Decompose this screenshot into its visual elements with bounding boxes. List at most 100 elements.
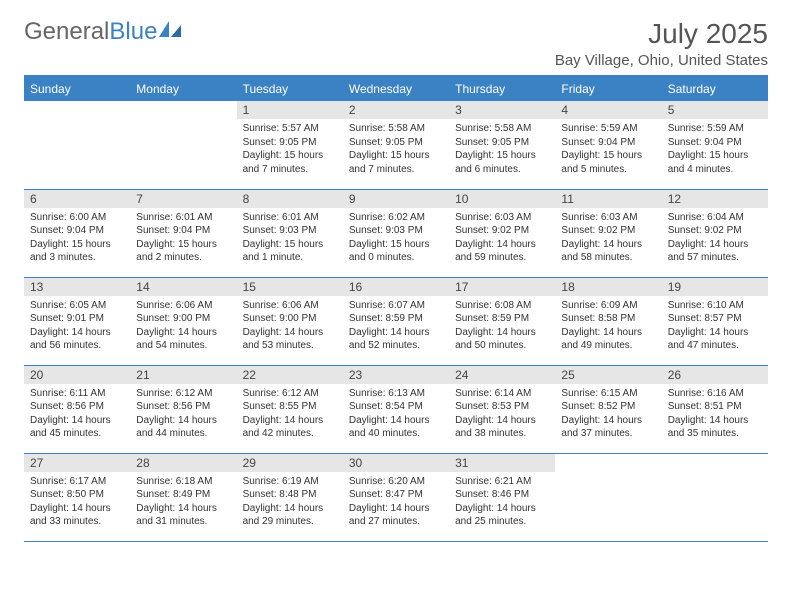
day-content: Sunrise: 6:11 AMSunset: 8:56 PMDaylight:… xyxy=(24,384,130,445)
day-content: Sunrise: 6:05 AMSunset: 9:01 PMDaylight:… xyxy=(24,296,130,357)
day-number: 15 xyxy=(237,278,343,296)
daylight-text: Daylight: 15 hours and 4 minutes. xyxy=(668,149,762,176)
weekday-header: Wednesday xyxy=(343,76,449,101)
weekday-header: Tuesday xyxy=(237,76,343,101)
day-number: 8 xyxy=(237,190,343,208)
calendar-day-cell: 5Sunrise: 5:59 AMSunset: 9:04 PMDaylight… xyxy=(662,101,768,189)
day-content: Sunrise: 6:12 AMSunset: 8:56 PMDaylight:… xyxy=(130,384,236,445)
weekday-header: Saturday xyxy=(662,76,768,101)
daylight-text: Daylight: 14 hours and 37 minutes. xyxy=(561,414,655,441)
calendar-day-cell: 22Sunrise: 6:12 AMSunset: 8:55 PMDayligh… xyxy=(237,365,343,453)
sunset-text: Sunset: 8:58 PM xyxy=(561,312,655,326)
sunrise-text: Sunrise: 6:13 AM xyxy=(349,387,443,401)
sunrise-text: Sunrise: 6:12 AM xyxy=(136,387,230,401)
calendar-week-row: ....1Sunrise: 5:57 AMSunset: 9:05 PMDayl… xyxy=(24,101,768,189)
sunset-text: Sunset: 8:57 PM xyxy=(668,312,762,326)
weekday-header: Monday xyxy=(130,76,236,101)
weekday-header: Friday xyxy=(555,76,661,101)
day-content: Sunrise: 6:01 AMSunset: 9:03 PMDaylight:… xyxy=(237,208,343,269)
sunset-text: Sunset: 8:59 PM xyxy=(455,312,549,326)
daylight-text: Daylight: 14 hours and 42 minutes. xyxy=(243,414,337,441)
daylight-text: Daylight: 14 hours and 50 minutes. xyxy=(455,326,549,353)
day-content: Sunrise: 6:07 AMSunset: 8:59 PMDaylight:… xyxy=(343,296,449,357)
daylight-text: Daylight: 14 hours and 52 minutes. xyxy=(349,326,443,353)
calendar-table: Sunday Monday Tuesday Wednesday Thursday… xyxy=(24,75,768,542)
day-number: 1 xyxy=(237,101,343,119)
day-number: 26 xyxy=(662,366,768,384)
calendar-day-cell: 31Sunrise: 6:21 AMSunset: 8:46 PMDayligh… xyxy=(449,453,555,541)
calendar-day-cell: .. xyxy=(130,101,236,189)
calendar-day-cell: 23Sunrise: 6:13 AMSunset: 8:54 PMDayligh… xyxy=(343,365,449,453)
sunrise-text: Sunrise: 6:02 AM xyxy=(349,211,443,225)
day-number: 18 xyxy=(555,278,661,296)
day-content: Sunrise: 5:57 AMSunset: 9:05 PMDaylight:… xyxy=(237,119,343,180)
day-number: 21 xyxy=(130,366,236,384)
sunset-text: Sunset: 9:05 PM xyxy=(349,136,443,150)
day-content: Sunrise: 6:12 AMSunset: 8:55 PMDaylight:… xyxy=(237,384,343,445)
location: Bay Village, Ohio, United States xyxy=(555,52,768,69)
day-content: Sunrise: 6:03 AMSunset: 9:02 PMDaylight:… xyxy=(555,208,661,269)
sunrise-text: Sunrise: 6:17 AM xyxy=(30,475,124,489)
weekday-header: Thursday xyxy=(449,76,555,101)
calendar-day-cell: 25Sunrise: 6:15 AMSunset: 8:52 PMDayligh… xyxy=(555,365,661,453)
sunset-text: Sunset: 9:05 PM xyxy=(243,136,337,150)
daylight-text: Daylight: 14 hours and 29 minutes. xyxy=(243,502,337,529)
logo-sail-icon xyxy=(159,21,181,37)
day-number: 31 xyxy=(449,454,555,472)
day-number: 12 xyxy=(662,190,768,208)
sunrise-text: Sunrise: 6:18 AM xyxy=(136,475,230,489)
day-content: Sunrise: 5:59 AMSunset: 9:04 PMDaylight:… xyxy=(662,119,768,180)
sunset-text: Sunset: 8:56 PM xyxy=(30,400,124,414)
calendar-day-cell: 15 Sunrise: 6:06 AMSunset: 9:00 PMDayligh… xyxy=(237,277,343,365)
calendar-week-row: 6Sunrise: 6:00 AMSunset: 9:04 PMDaylight… xyxy=(24,189,768,277)
sunset-text: Sunset: 8:46 PM xyxy=(455,488,549,502)
day-number: 16 xyxy=(343,278,449,296)
sunrise-text: Sunrise: 6:01 AM xyxy=(243,211,337,225)
sunset-text: Sunset: 9:04 PM xyxy=(136,224,230,238)
calendar-day-cell: 7Sunrise: 6:01 AMSunset: 9:04 PMDaylight… xyxy=(130,189,236,277)
calendar-day-cell: 17Sunrise: 6:08 AMSunset: 8:59 PMDayligh… xyxy=(449,277,555,365)
sunrise-text: Sunrise: 5:57 AM xyxy=(243,122,337,136)
sunset-text: Sunset: 9:03 PM xyxy=(243,224,337,238)
day-number: 27 xyxy=(24,454,130,472)
sunrise-text: Sunrise: 6:06 AM xyxy=(243,299,337,313)
day-content: Sunrise: 6:17 AMSunset: 8:50 PMDaylight:… xyxy=(24,472,130,533)
daylight-text: Daylight: 15 hours and 7 minutes. xyxy=(349,149,443,176)
day-content: Sunrise: 6:18 AMSunset: 8:49 PMDaylight:… xyxy=(130,472,236,533)
day-content: Sunrise: 6:20 AMSunset: 8:47 PMDaylight:… xyxy=(343,472,449,533)
daylight-text: Daylight: 14 hours and 25 minutes. xyxy=(455,502,549,529)
daylight-text: Daylight: 14 hours and 54 minutes. xyxy=(136,326,230,353)
sunrise-text: Sunrise: 6:06 AM xyxy=(136,299,230,313)
calendar-day-cell: 16Sunrise: 6:07 AMSunset: 8:59 PMDayligh… xyxy=(343,277,449,365)
sunrise-text: Sunrise: 6:00 AM xyxy=(30,211,124,225)
day-number: 17 xyxy=(449,278,555,296)
daylight-text: Daylight: 14 hours and 59 minutes. xyxy=(455,238,549,265)
day-number: 23 xyxy=(343,366,449,384)
day-content: Sunrise: 6:01 AMSunset: 9:04 PMDaylight:… xyxy=(130,208,236,269)
day-content: Sunrise: 6:09 AMSunset: 8:58 PMDaylight:… xyxy=(555,296,661,357)
calendar-week-row: 27Sunrise: 6:17 AMSunset: 8:50 PMDayligh… xyxy=(24,453,768,541)
weekday-header: Sunday xyxy=(24,76,130,101)
day-number: 28 xyxy=(130,454,236,472)
day-number: 9 xyxy=(343,190,449,208)
sunrise-text: Sunrise: 6:01 AM xyxy=(136,211,230,225)
calendar-day-cell: 19Sunrise: 6:10 AMSunset: 8:57 PMDayligh… xyxy=(662,277,768,365)
daylight-text: Daylight: 14 hours and 53 minutes. xyxy=(243,326,337,353)
day-number: 20 xyxy=(24,366,130,384)
sunset-text: Sunset: 9:02 PM xyxy=(455,224,549,238)
sunrise-text: Sunrise: 5:58 AM xyxy=(349,122,443,136)
sunset-text: Sunset: 9:00 PM xyxy=(243,312,337,326)
sunset-text: Sunset: 9:02 PM xyxy=(668,224,762,238)
sunset-text: Sunset: 9:03 PM xyxy=(349,224,443,238)
sunrise-text: Sunrise: 6:05 AM xyxy=(30,299,124,313)
day-number: 24 xyxy=(449,366,555,384)
calendar-day-cell: 8Sunrise: 6:01 AMSunset: 9:03 PMDaylight… xyxy=(237,189,343,277)
sunrise-text: Sunrise: 6:12 AM xyxy=(243,387,337,401)
day-content: Sunrise: 6:10 AMSunset: 8:57 PMDaylight:… xyxy=(662,296,768,357)
day-number: 14 xyxy=(130,278,236,296)
sunrise-text: Sunrise: 5:59 AM xyxy=(561,122,655,136)
sunset-text: Sunset: 8:50 PM xyxy=(30,488,124,502)
calendar-day-cell: 9Sunrise: 6:02 AMSunset: 9:03 PMDaylight… xyxy=(343,189,449,277)
calendar-day-cell: 12Sunrise: 6:04 AMSunset: 9:02 PMDayligh… xyxy=(662,189,768,277)
calendar-body: ....1Sunrise: 5:57 AMSunset: 9:05 PMDayl… xyxy=(24,101,768,541)
